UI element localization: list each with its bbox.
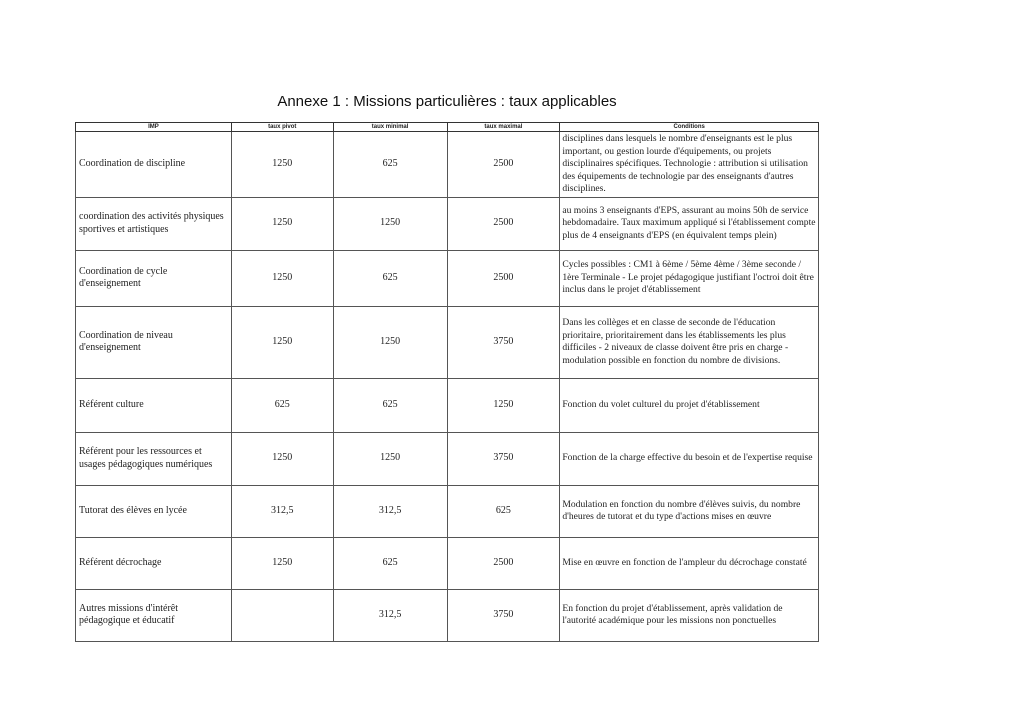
header-taux-minimal: taux minimal [332, 122, 448, 132]
conditions-cell: Modulation en fonction du nombre d'élève… [559, 484, 819, 538]
taux-pivot-cell: 1250 [230, 249, 334, 307]
imp-cell: Référent culture [75, 377, 232, 433]
taux-minimal-cell: 1250 [332, 305, 448, 379]
conditions-cell: Mise en œuvre en fonction de l'ampleur d… [559, 536, 819, 590]
taux-maximal-cell: 3750 [446, 431, 561, 486]
taux-minimal-cell: 625 [332, 131, 448, 198]
taux-pivot-cell: 1250 [230, 196, 334, 251]
imp-cell: Référent décrochage [75, 536, 232, 590]
page-title: Annexe 1 : Missions particulières : taux… [0, 93, 1024, 110]
header-taux-pivot: taux pivot [230, 122, 334, 132]
table-row: Référent pour les ressources et usages p… [75, 431, 819, 486]
imp-cell: Tutorat des élèves en lycée [75, 484, 232, 538]
taux-maximal-cell: 2500 [446, 196, 561, 251]
header-conditions: Conditions [559, 122, 819, 132]
taux-maximal-cell: 2500 [446, 249, 561, 307]
taux-maximal-cell: 1250 [446, 377, 561, 433]
taux-pivot-cell: 312,5 [230, 484, 334, 538]
taux-minimal-cell: 1250 [332, 431, 448, 486]
taux-pivot-cell: 625 [230, 377, 334, 433]
imp-cell: Coordination de discipline [75, 131, 232, 198]
taux-pivot-cell: 1250 [230, 536, 334, 590]
table-row: Référent culture 625 625 1250 Fonction du vo… [75, 377, 819, 433]
header-row: IMP taux pivot taux minimal taux maximal… [75, 122, 819, 132]
table-row: Coordination de cycle d'enseignement 1250… [75, 249, 819, 307]
table-row: coordination des activités physiques spo… [75, 196, 819, 251]
conditions-cell: En fonction du projet d'établissement, a… [559, 588, 819, 642]
taux-pivot-cell [230, 588, 334, 642]
taux-minimal-cell: 312,5 [332, 484, 448, 538]
table-row: Autres missions d'intérêt pédagogique et… [75, 588, 819, 642]
table-row: Tutorat des élèves en lycée 312,5 312,5 625… [75, 484, 819, 538]
table-row: Coordination de discipline 1250 625 2500 dis… [75, 131, 819, 198]
conditions-cell: disciplines dans lesquels le nombre d'en… [559, 131, 819, 198]
imp-cell: Référent pour les ressources et usages p… [75, 431, 232, 486]
taux-minimal-cell: 625 [332, 249, 448, 307]
taux-minimal-cell: 625 [332, 377, 448, 433]
conditions-cell: Cycles possibles : CM1 à 6ème / 5ème 4èm… [559, 249, 819, 307]
taux-minimal-cell: 312,5 [332, 588, 448, 642]
taux-maximal-cell: 3750 [446, 588, 561, 642]
taux-pivot-cell: 1250 [230, 131, 334, 198]
conditions-cell: Fonction de la charge effective du besoi… [559, 431, 819, 486]
taux-maximal-cell: 625 [446, 484, 561, 538]
header-taux-maximal: taux maximal [446, 122, 561, 132]
header-imp: IMP [75, 122, 232, 132]
taux-pivot-cell: 1250 [230, 305, 334, 379]
conditions-cell: Fonction du volet culturel du projet d'é… [559, 377, 819, 433]
table-row: Référent décrochage 1250 625 2500 Mise en œu… [75, 536, 819, 590]
taux-pivot-cell: 1250 [230, 431, 334, 486]
imp-cell: Autres missions d'intérêt pédagogique et… [75, 588, 232, 642]
table-row: Coordination de niveau d'enseignement 125… [75, 305, 819, 379]
taux-maximal-cell: 3750 [446, 305, 561, 379]
taux-maximal-cell: 2500 [446, 131, 561, 198]
missions-table: IMP taux pivot taux minimal taux maximal… [75, 122, 819, 642]
imp-cell: Coordination de cycle d'enseignement [75, 249, 232, 307]
taux-minimal-cell: 625 [332, 536, 448, 590]
title-text: Annexe 1 : Missions particulières : taux… [277, 93, 617, 110]
conditions-cell: Dans les collèges et en classe de second… [559, 305, 819, 379]
imp-cell: Coordination de niveau d'enseignement [75, 305, 232, 379]
conditions-cell: au moins 3 enseignants d'EPS, assurant a… [559, 196, 819, 251]
taux-minimal-cell: 1250 [332, 196, 448, 251]
taux-maximal-cell: 2500 [446, 536, 561, 590]
imp-cell: coordination des activités physiques spo… [75, 196, 232, 251]
